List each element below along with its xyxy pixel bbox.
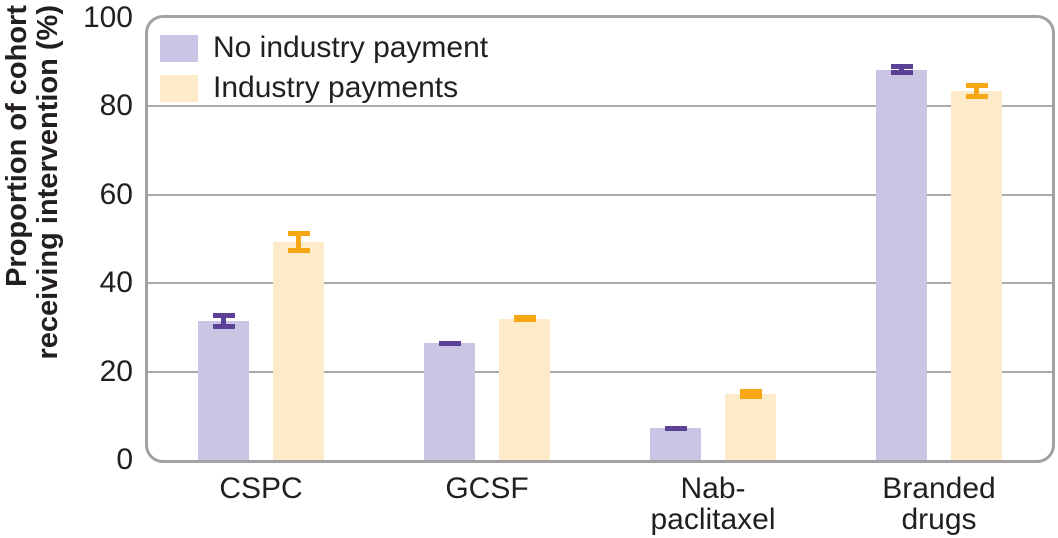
error-bar-branded-drugs-no-industry-payment (890, 64, 913, 75)
bar-gcsf-no-industry-payment (424, 343, 475, 460)
y-tick-label-20: 20 (99, 354, 133, 388)
error-bar-part (890, 64, 913, 70)
bar-cspc-industry-payments (273, 242, 324, 460)
legend-swatch-industry-payments (160, 74, 198, 102)
y-tick-label-60: 60 (99, 177, 133, 211)
y-tick-label-100: 100 (82, 1, 133, 34)
legend-item-no-industry-payment: No industry payment (160, 33, 488, 63)
error-bar-cspc-industry-payments (287, 231, 310, 253)
x-category-label-line: Branded (882, 472, 996, 505)
error-bar-part (974, 82, 979, 99)
y-tick-label-0: 0 (116, 443, 133, 476)
y-tick-label-80: 80 (99, 89, 133, 123)
error-bar-part (739, 389, 762, 395)
gridline-20 (148, 370, 1052, 373)
x-category-label-line: paclitaxel (650, 503, 776, 536)
error-bar-part (287, 231, 310, 237)
bar-branded-drugs-no-industry-payment (876, 69, 927, 460)
x-category-label-line: CSPC (219, 472, 303, 505)
x-category-label-gcsf: GCSF (377, 473, 597, 504)
error-bar-part (739, 393, 762, 399)
bar-branded-drugs-industry-payments (951, 90, 1002, 460)
error-bar-nab-paclitaxel-no-industry-payment (664, 425, 687, 431)
x-category-label-line: GCSF (445, 472, 529, 505)
error-bar-part (890, 70, 913, 75)
error-bar-part (965, 93, 988, 99)
error-bar-part (513, 317, 536, 323)
plot-area: No industry payment Industry payments (145, 15, 1055, 463)
error-bar-gcsf-industry-payments (513, 315, 536, 323)
x-category-label-cspc: CSPC (151, 473, 371, 504)
error-bar-part (965, 82, 988, 88)
x-category-label-nab-paclitaxel: Nab-paclitaxel (603, 473, 823, 535)
bar-nab-paclitaxel-no-industry-payment (650, 428, 701, 460)
error-bar-part (287, 247, 310, 253)
x-category-label-line: Nab- (680, 472, 746, 505)
legend: No industry payment Industry payments (160, 33, 488, 103)
error-bar-branded-drugs-industry-payments (965, 82, 988, 99)
error-bar-part (664, 425, 687, 431)
error-bar-part (438, 340, 461, 346)
legend-swatch-no-industry-payment (160, 34, 198, 62)
error-bar-part (296, 231, 301, 253)
gridline-80 (148, 105, 1052, 108)
gridline-60 (148, 193, 1052, 196)
error-bar-gcsf-no-industry-payment (438, 340, 461, 346)
x-category-label-branded-drugs: Branded drugs (829, 473, 1049, 535)
legend-item-industry-payments: Industry payments (160, 73, 488, 103)
error-bar-part (221, 313, 226, 330)
legend-label: Industry payments (213, 71, 459, 104)
legend-label: No industry payment (213, 31, 489, 64)
error-bar-nab-paclitaxel-industry-payments (739, 389, 762, 399)
error-bar-part (212, 324, 235, 330)
bar-nab-paclitaxel-industry-payments (725, 394, 776, 460)
bar-gcsf-industry-payments (499, 318, 550, 460)
error-bar-part (212, 313, 235, 319)
error-bar-cspc-no-industry-payment (212, 313, 235, 330)
gridline-40 (148, 282, 1052, 285)
y-tick-label-40: 40 (99, 266, 133, 300)
error-bar-part (899, 64, 904, 75)
x-category-label-line: drugs (901, 503, 977, 536)
bar-cspc-no-industry-payment (198, 321, 249, 460)
